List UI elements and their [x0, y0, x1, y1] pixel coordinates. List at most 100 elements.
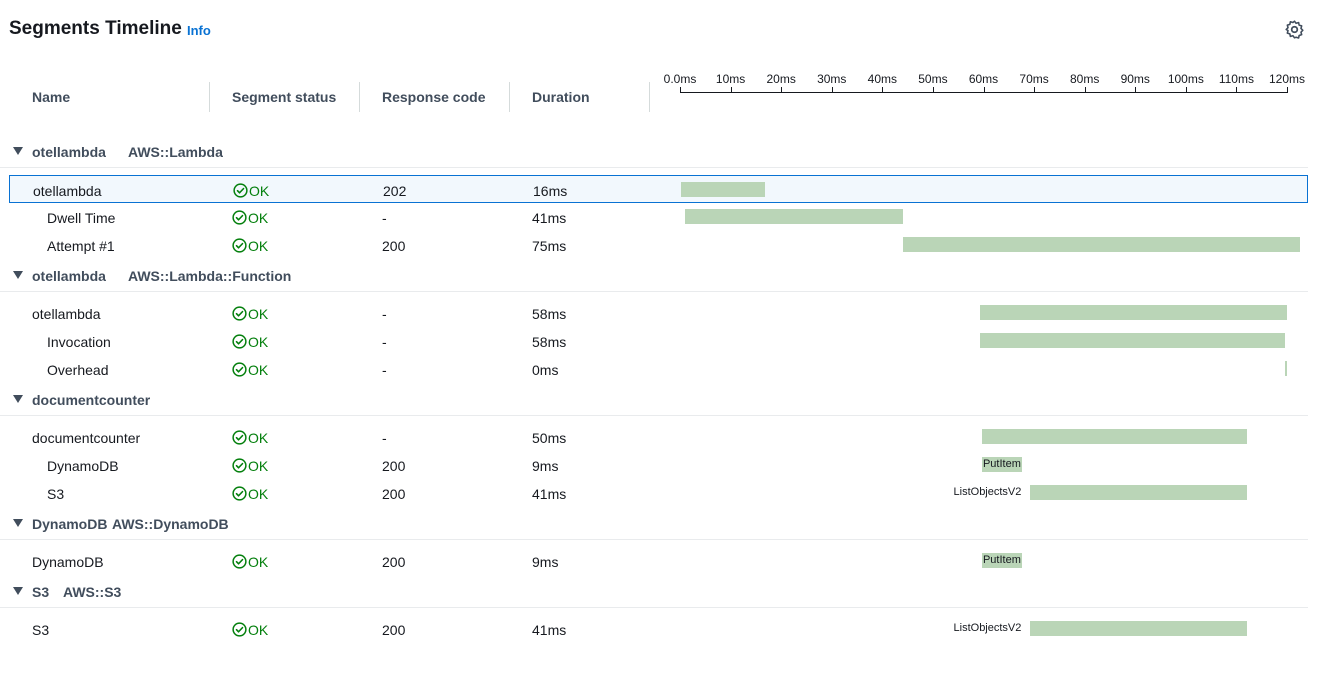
axis-tick-label: 80ms	[1069, 72, 1100, 86]
segment-name: DynamoDB	[47, 458, 119, 474]
response-code: -	[382, 362, 387, 378]
timeline-bar[interactable]: PutItem	[981, 553, 1022, 568]
table-row[interactable]: otellambda OK 202 16ms	[9, 175, 1308, 203]
timeline-bar[interactable]	[979, 333, 1286, 348]
status-badge: OK	[232, 554, 268, 570]
table-row[interactable]: documentcounter OK - 50ms	[9, 423, 1308, 451]
timeline-bar[interactable]	[981, 429, 1248, 444]
status-badge: OK	[233, 183, 269, 199]
duration: 0ms	[532, 362, 559, 378]
column-divider[interactable]	[359, 82, 360, 112]
timeline-bar[interactable]: PutItem	[981, 457, 1022, 472]
response-code: 202	[383, 183, 407, 199]
response-code: -	[382, 334, 387, 350]
group-type: AWS::Lambda::Function	[128, 268, 292, 284]
axis-tick	[1236, 87, 1238, 93]
check-circle-icon	[232, 486, 247, 501]
axis-tick-label: 20ms	[766, 72, 796, 86]
timeline-bar[interactable]	[902, 237, 1300, 252]
axis-tick	[680, 87, 681, 93]
status-badge: OK	[232, 238, 268, 254]
duration: 50ms	[532, 430, 567, 446]
timeline-bar[interactable]	[1029, 485, 1248, 500]
caret-down-icon[interactable]	[13, 587, 23, 595]
duration: 58ms	[532, 334, 567, 350]
segment-name: documentcounter	[32, 430, 141, 446]
caret-down-icon[interactable]	[13, 271, 23, 279]
status-text: OK	[248, 238, 269, 254]
table-row[interactable]: S3 OK 200 41ms ListObjectsV2	[9, 479, 1308, 507]
axis-tick-label: 40ms	[867, 72, 897, 86]
column-header-status[interactable]: Segment status	[232, 89, 337, 105]
timeline-bar[interactable]	[681, 182, 766, 197]
status-text: OK	[249, 183, 270, 199]
response-code: -	[382, 430, 387, 446]
check-circle-icon	[232, 334, 247, 349]
column-header-response-code[interactable]: Response code	[382, 89, 486, 105]
caret-down-icon[interactable]	[13, 395, 23, 403]
table-row[interactable]: DynamoDB OK 200 9ms PutItem	[9, 451, 1308, 479]
bar-label: ListObjectsV2	[953, 486, 1022, 498]
response-code: 200	[382, 622, 406, 638]
info-link[interactable]: Info	[187, 23, 211, 38]
segment-name: S3	[32, 622, 50, 638]
group-name: otellambda	[32, 144, 106, 160]
table-row[interactable]: S3 OK 200 41ms ListObjectsV2	[9, 615, 1308, 643]
caret-down-icon[interactable]	[13, 147, 23, 155]
group-name: documentcounter	[32, 392, 151, 408]
duration: 75ms	[532, 238, 567, 254]
segment-name: Attempt #1	[47, 238, 115, 254]
group-type: AWS::S3	[63, 584, 122, 600]
group-name: S3	[32, 584, 50, 600]
status-text: OK	[248, 430, 269, 446]
column-divider[interactable]	[509, 82, 510, 112]
duration: 41ms	[532, 622, 567, 638]
status-text: OK	[248, 334, 269, 350]
response-code: -	[382, 210, 387, 226]
timeline-bar[interactable]	[685, 209, 903, 224]
segment-name: otellambda	[32, 306, 101, 322]
column-divider[interactable]	[649, 82, 650, 112]
bar-label: ListObjectsV2	[953, 622, 1022, 634]
check-circle-icon	[232, 362, 247, 377]
status-badge: OK	[232, 622, 268, 638]
table-row[interactable]: otellambda OK - 58ms	[9, 299, 1308, 327]
status-badge: OK	[232, 306, 268, 322]
table-row[interactable]: Invocation OK - 58ms	[9, 327, 1308, 355]
axis-tick-label: 110ms	[1218, 72, 1254, 86]
segment-name: Invocation	[47, 334, 111, 350]
response-code: 200	[382, 554, 406, 570]
check-circle-icon	[232, 554, 247, 569]
timeline-axis: 0.0ms 10ms 20ms 30ms 40ms 50ms 60ms 70ms 80ms 90m…	[664, 72, 1305, 96]
timeline-bar[interactable]	[1029, 621, 1248, 636]
column-header-name[interactable]: Name	[32, 89, 71, 105]
table-row[interactable]: DynamoDB OK 200 9ms PutItem	[9, 547, 1308, 575]
check-circle-icon	[232, 238, 247, 253]
group-name: DynamoDB	[32, 516, 108, 532]
axis-tick	[882, 87, 884, 93]
axis-tick	[730, 87, 732, 93]
gear-icon[interactable]	[1284, 19, 1305, 40]
column-header-duration[interactable]: Duration	[532, 89, 590, 105]
duration: 9ms	[532, 458, 559, 474]
timeline-bar[interactable]	[1285, 361, 1288, 376]
status-badge: OK	[232, 430, 268, 446]
table-row[interactable]: Attempt #1 OK 200 75ms	[9, 231, 1308, 259]
check-circle-icon	[232, 210, 247, 225]
axis-tick-label: 30ms	[817, 72, 847, 86]
caret-down-icon[interactable]	[13, 519, 23, 527]
axis-tick	[1287, 87, 1288, 93]
status-badge: OK	[232, 486, 268, 502]
segment-name: S3	[47, 486, 65, 502]
duration: 58ms	[532, 306, 567, 322]
check-circle-icon	[232, 430, 247, 445]
duration: 9ms	[532, 554, 559, 570]
response-code: -	[382, 306, 387, 322]
timeline-bar[interactable]	[979, 305, 1287, 320]
column-divider[interactable]	[209, 82, 210, 112]
axis-tick	[831, 87, 833, 93]
axis-tick-label: 120ms	[1268, 72, 1306, 86]
status-text: OK	[248, 622, 269, 638]
table-row[interactable]: Overhead OK - 0ms	[9, 355, 1308, 383]
table-row[interactable]: Dwell Time OK - 41ms	[9, 203, 1308, 231]
